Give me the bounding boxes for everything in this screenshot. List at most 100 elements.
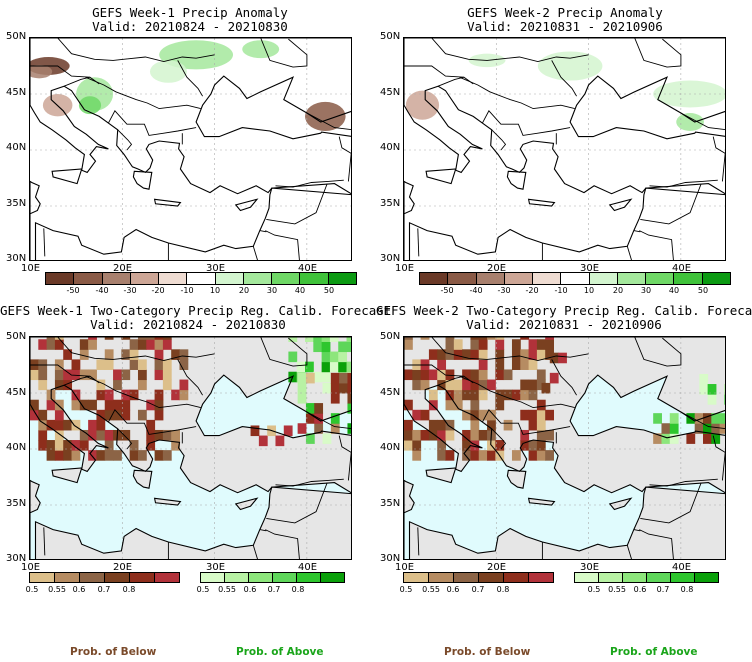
probability-cell	[653, 433, 662, 444]
anomaly-blob	[405, 90, 440, 120]
probability-cell	[322, 433, 332, 444]
colorbar-swatch	[321, 573, 344, 582]
probability-cell	[146, 429, 156, 441]
probability-cell	[54, 339, 64, 350]
probability-cell	[129, 440, 139, 451]
panel4-title: GEFS Week-2 Two-Category Precip Reg. Cal…	[376, 304, 752, 332]
colorbar-swatch	[533, 273, 562, 284]
probability-cell	[445, 450, 455, 461]
probability-cell	[329, 361, 339, 373]
prob-above-label-week2: Prob. of Above	[610, 646, 698, 658]
probability-cell	[549, 352, 559, 364]
probability-cell	[420, 337, 430, 340]
probability-cell	[347, 382, 351, 394]
probability-cell	[528, 419, 538, 431]
probability-cell	[487, 419, 496, 431]
map-canvas	[30, 337, 351, 559]
coastline	[608, 198, 633, 212]
probability-cell	[495, 339, 505, 350]
colorbar-swatch	[429, 573, 454, 582]
probability-cell	[347, 372, 351, 384]
prob-above-colorbar-week2	[574, 572, 719, 583]
probability-cell	[428, 399, 438, 411]
coastline	[34, 187, 351, 260]
country-border	[482, 110, 571, 136]
colorbar-swatch	[454, 573, 479, 582]
colorbar-swatch	[187, 273, 216, 284]
country-border	[417, 228, 420, 257]
probability-cell	[154, 369, 164, 381]
country-border	[30, 65, 91, 78]
country-border	[551, 359, 577, 396]
country-border	[266, 482, 328, 524]
probability-cell	[528, 379, 538, 391]
probability-cell	[305, 403, 315, 414]
colorbar-swatch	[529, 573, 553, 582]
probability-cell	[420, 369, 430, 381]
colorbar-swatch	[215, 273, 244, 284]
colorbar-swatch	[328, 273, 356, 284]
probability-cell	[478, 379, 488, 391]
probability-cell	[297, 372, 307, 384]
coastline	[30, 337, 351, 494]
probability-cell	[30, 369, 39, 381]
probability-cell	[558, 352, 567, 364]
lat-label: 40N	[380, 442, 401, 453]
probability-cell	[462, 369, 471, 381]
probability-cell	[520, 389, 530, 401]
cbar-tick: 40	[668, 286, 680, 295]
panel3-valid-dates: Valid: 20210824 - 20210830	[90, 317, 286, 332]
probability-cell	[661, 423, 671, 434]
probability-cell	[653, 413, 662, 424]
probability-cell	[453, 349, 463, 360]
probability-cell	[338, 361, 348, 373]
probability-cell	[30, 409, 39, 421]
probability-cell	[137, 369, 147, 381]
probability-cell	[545, 349, 555, 360]
probability-cell	[154, 429, 164, 441]
lat-label: 35N	[380, 198, 401, 209]
lat-label: 40N	[380, 142, 401, 153]
colorbar-swatch	[420, 273, 449, 284]
land-area	[133, 171, 152, 190]
probability-cell	[536, 429, 546, 441]
probability-cell	[470, 339, 480, 350]
probability-cell	[495, 349, 505, 360]
colorbar-swatch	[702, 273, 730, 284]
probability-cell	[38, 429, 48, 441]
colorbar-swatch	[273, 573, 297, 582]
cbar-tick: 0.6	[446, 585, 460, 594]
probability-cell	[707, 384, 717, 395]
colorbar-swatch	[102, 273, 131, 284]
probability-cell	[404, 429, 413, 441]
probability-cell	[462, 379, 471, 391]
coastline	[234, 497, 259, 511]
probability-cell	[724, 394, 725, 405]
lon-label: 20E	[113, 263, 133, 274]
coastline	[404, 180, 415, 260]
probability-cell	[63, 369, 73, 381]
probability-cell	[171, 440, 181, 451]
country-border	[639, 230, 674, 260]
cbar-tick: -50	[440, 286, 454, 295]
probability-cell	[346, 361, 351, 373]
probability-cell	[487, 409, 496, 421]
probability-cell	[313, 371, 323, 383]
probability-cell	[104, 399, 114, 411]
probability-cell	[520, 440, 530, 451]
probability-cell	[437, 450, 447, 461]
country-border	[649, 179, 718, 188]
coastline	[153, 198, 182, 207]
country-border	[117, 428, 133, 450]
probability-cell	[54, 440, 64, 451]
lon-label: 40E	[672, 562, 692, 573]
country-border	[680, 411, 725, 430]
country-border	[437, 76, 474, 87]
probability-cell	[478, 339, 488, 350]
anomaly-blob	[676, 113, 704, 131]
land-area	[235, 199, 257, 211]
colorbar-swatch	[695, 573, 718, 582]
probability-cell	[520, 409, 530, 421]
colorbar-swatch	[599, 573, 623, 582]
country-border	[117, 129, 133, 151]
